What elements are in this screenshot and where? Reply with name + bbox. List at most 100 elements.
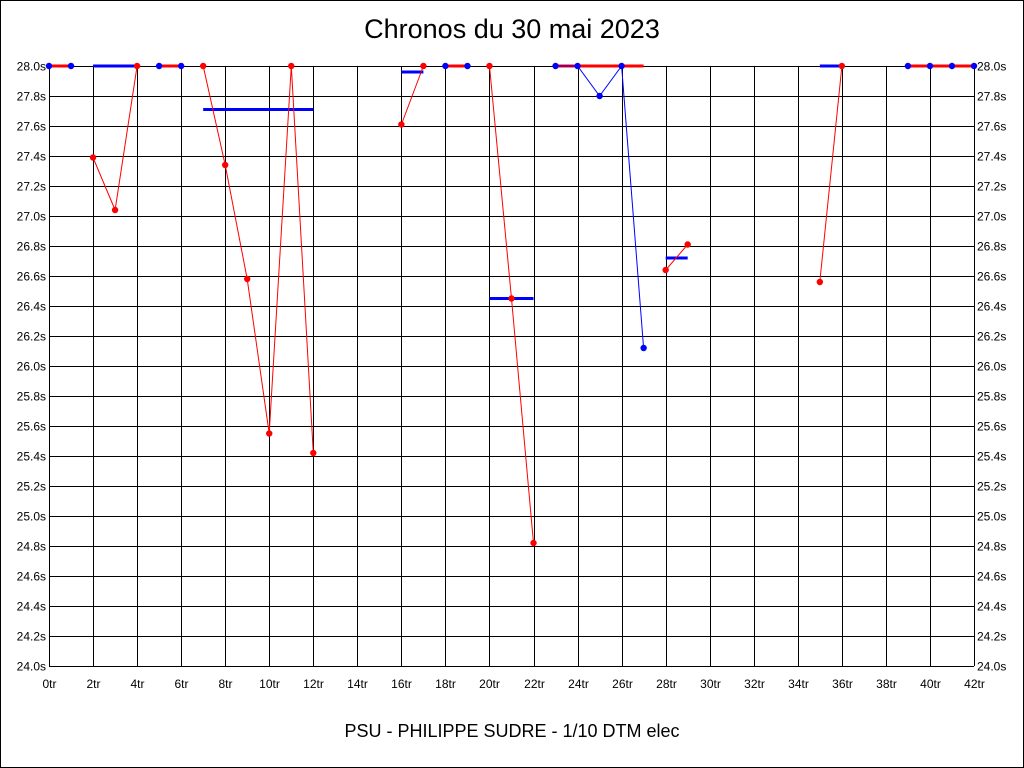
y-tick-label-left: 24.6s xyxy=(17,570,46,584)
y-tick-label-right: 24.0s xyxy=(977,660,1006,674)
y-tick-label-right: 26.2s xyxy=(977,330,1006,344)
y-tick-label-right: 27.8s xyxy=(977,90,1006,104)
x-tick-label: 20tr xyxy=(479,677,500,691)
data-point xyxy=(662,266,669,274)
y-tick-label-right: 26.4s xyxy=(977,300,1006,314)
y-tick-label-left: 27.2s xyxy=(17,180,46,194)
series-line xyxy=(555,64,645,349)
x-tick-label: 34tr xyxy=(788,677,809,691)
x-tick-label: 26tr xyxy=(612,677,633,691)
data-point xyxy=(508,295,515,302)
average-segments xyxy=(49,64,974,300)
y-tick-label-left: 27.8s xyxy=(17,90,46,104)
y-tick-label-left: 26.0s xyxy=(17,360,46,374)
data-point xyxy=(552,62,559,70)
series-line xyxy=(819,65,843,283)
data-point xyxy=(67,62,75,70)
x-tick-label: 14tr xyxy=(347,677,368,691)
y-tick-label-left: 27.4s xyxy=(17,150,46,164)
grid xyxy=(49,66,975,667)
y-tick-label-right: 24.2s xyxy=(977,630,1006,644)
x-tick-label: 42tr xyxy=(964,677,985,691)
x-tick-label: 6tr xyxy=(174,677,188,691)
data-point xyxy=(464,62,471,70)
x-tick-label: 30tr xyxy=(700,677,721,691)
y-tick-label-left: 24.0s xyxy=(17,660,46,674)
data-point xyxy=(816,278,824,286)
data-point xyxy=(177,62,185,70)
data-point xyxy=(904,62,912,70)
tick-labels: 0tr 2tr 4tr 6tr 8tr 10tr 12tr 14tr 16tr 18tr 20tr 2… xyxy=(17,60,1007,692)
data-point xyxy=(486,62,493,70)
y-tick-label-left: 24.8s xyxy=(17,540,46,554)
x-tick-label: 10tr xyxy=(259,677,280,691)
chart-title: Chronos du 30 mai 2023 xyxy=(364,14,660,44)
x-tick-label: 40tr xyxy=(920,677,941,691)
y-tick-label-left: 25.6s xyxy=(17,420,46,434)
data-point xyxy=(684,241,691,248)
series-line xyxy=(489,65,534,544)
data-point xyxy=(926,62,934,70)
data-point xyxy=(310,449,317,457)
y-tick-label-left: 25.0s xyxy=(17,510,46,524)
x-tick-label: 4tr xyxy=(130,677,144,691)
y-tick-label-right: 25.4s xyxy=(977,450,1006,464)
data-point xyxy=(244,275,251,283)
x-tick-label: 0tr xyxy=(42,677,56,691)
y-tick-label-right: 27.0s xyxy=(977,210,1006,224)
y-tick-label-right: 25.0s xyxy=(977,510,1006,524)
y-tick-label-left: 24.2s xyxy=(17,630,46,644)
y-tick-label-right: 26.8s xyxy=(977,240,1006,254)
data-point xyxy=(133,62,141,70)
y-tick-label-left: 28.0s xyxy=(17,60,46,74)
data-point xyxy=(398,121,405,128)
data-point xyxy=(45,62,53,70)
y-tick-label-left: 26.6s xyxy=(17,270,46,284)
series-line xyxy=(400,65,424,125)
x-tick-label: 22tr xyxy=(524,677,545,691)
y-tick-label-left: 25.2s xyxy=(17,480,46,494)
data-point xyxy=(221,161,229,169)
data-point xyxy=(155,62,163,70)
x-tick-label: 12tr xyxy=(303,677,324,691)
y-tick-label-left: 27.0s xyxy=(17,210,46,224)
data-point xyxy=(970,62,978,70)
data-point xyxy=(266,430,273,437)
x-tick-label: 36tr xyxy=(832,677,853,691)
data-point xyxy=(89,154,97,161)
data-points xyxy=(45,62,978,547)
data-point xyxy=(530,539,537,547)
y-tick-label-right: 24.8s xyxy=(977,540,1006,554)
data-point xyxy=(111,206,119,214)
y-tick-label-left: 26.8s xyxy=(17,240,46,254)
y-tick-label-left: 24.4s xyxy=(17,600,46,614)
data-point xyxy=(948,62,956,70)
y-tick-label-left: 27.6s xyxy=(17,120,46,134)
series-line xyxy=(92,65,138,212)
y-tick-label-right: 24.4s xyxy=(977,600,1006,614)
y-tick-label-left: 25.4s xyxy=(17,450,46,464)
data-point xyxy=(618,62,625,70)
y-tick-label-right: 27.2s xyxy=(977,180,1006,194)
data-point xyxy=(640,344,647,352)
y-tick-label-right: 28.0s xyxy=(977,60,1006,74)
y-tick-label-right: 25.6s xyxy=(977,420,1006,434)
x-tick-label: 8tr xyxy=(218,677,232,691)
data-point xyxy=(574,62,581,70)
y-tick-label-left: 26.2s xyxy=(17,330,46,344)
x-tick-label: 38tr xyxy=(876,677,897,691)
data-point xyxy=(288,62,295,70)
data-point xyxy=(596,92,603,100)
data-point xyxy=(420,62,427,70)
y-tick-label-left: 26.4s xyxy=(17,300,46,314)
y-tick-label-right: 27.6s xyxy=(977,120,1006,134)
y-tick-label-right: 26.0s xyxy=(977,360,1006,374)
series-lines xyxy=(49,64,974,544)
data-point xyxy=(442,62,449,70)
y-tick-label-right: 24.6s xyxy=(977,570,1006,584)
x-tick-label: 16tr xyxy=(391,677,412,691)
y-tick-label-right: 26.6s xyxy=(977,270,1006,284)
series-line xyxy=(202,65,314,454)
